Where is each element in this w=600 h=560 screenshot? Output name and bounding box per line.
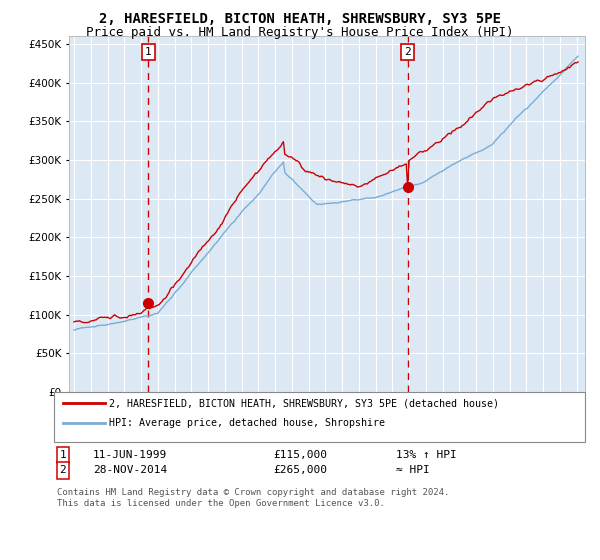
Text: ≈ HPI: ≈ HPI: [396, 465, 430, 475]
Text: HPI: Average price, detached house, Shropshire: HPI: Average price, detached house, Shro…: [109, 418, 385, 428]
Text: 2: 2: [404, 47, 411, 57]
Text: 13% ↑ HPI: 13% ↑ HPI: [396, 450, 457, 460]
Text: 1: 1: [145, 47, 152, 57]
Text: 2, HARESFIELD, BICTON HEATH, SHREWSBURY, SY3 5PE (detached house): 2, HARESFIELD, BICTON HEATH, SHREWSBURY,…: [109, 398, 499, 408]
Text: 28-NOV-2014: 28-NOV-2014: [93, 465, 167, 475]
Text: 2, HARESFIELD, BICTON HEATH, SHREWSBURY, SY3 5PE: 2, HARESFIELD, BICTON HEATH, SHREWSBURY,…: [99, 12, 501, 26]
Text: 2: 2: [59, 465, 67, 475]
Text: 11-JUN-1999: 11-JUN-1999: [93, 450, 167, 460]
Text: £115,000: £115,000: [273, 450, 327, 460]
Text: Price paid vs. HM Land Registry's House Price Index (HPI): Price paid vs. HM Land Registry's House …: [86, 26, 514, 39]
Text: Contains HM Land Registry data © Crown copyright and database right 2024.
This d: Contains HM Land Registry data © Crown c…: [57, 488, 449, 508]
Text: 1: 1: [59, 450, 67, 460]
Text: £265,000: £265,000: [273, 465, 327, 475]
